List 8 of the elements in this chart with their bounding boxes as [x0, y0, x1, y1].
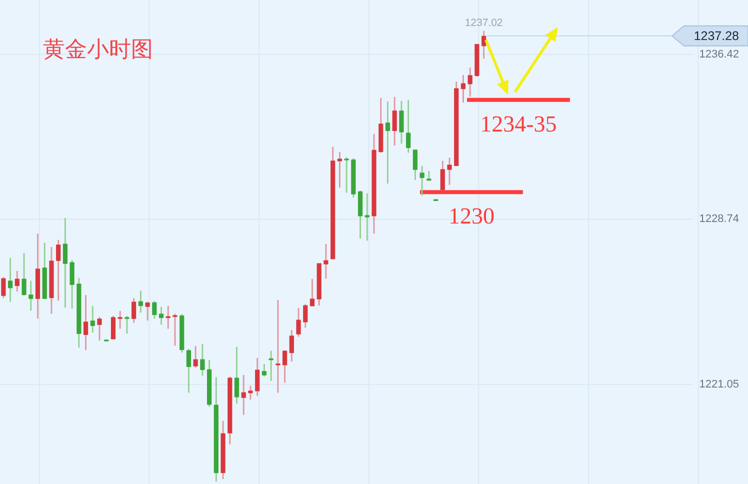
annotation: 1237.02 — [464, 16, 503, 29]
ref-line-label: 1234-35 — [480, 111, 557, 136]
ref-line-label: 1230 — [448, 204, 494, 229]
y-tick-label: 1221.05 — [699, 378, 739, 390]
y-tick-label: 1228.74 — [699, 213, 739, 226]
text: 黄金小时图 — [43, 36, 153, 62]
annotation: 1237.28 — [694, 28, 740, 43]
y-tick-label: 1236.42 — [699, 48, 739, 60]
